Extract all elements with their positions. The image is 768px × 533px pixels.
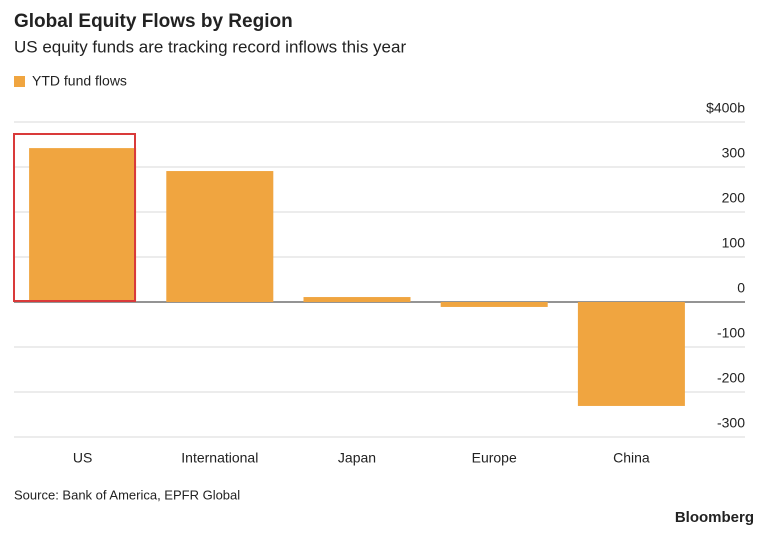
x-tick-label: Europe — [472, 450, 517, 466]
x-tick-label: Japan — [338, 450, 376, 466]
brand: Bloomberg — [675, 509, 754, 526]
x-tick-label: International — [181, 450, 258, 466]
bar — [577, 302, 685, 406]
x-tick-label: US — [73, 450, 92, 466]
y-tick-label: 300 — [722, 145, 746, 161]
chart-title: Global Equity Flows by Region — [14, 11, 293, 32]
bar — [440, 302, 548, 307]
bar — [166, 171, 274, 302]
highlight-box — [13, 133, 136, 302]
y-tick-label: 0 — [737, 280, 745, 296]
y-tick-label: -300 — [717, 415, 745, 431]
bar — [29, 148, 137, 302]
y-tick-label: -100 — [717, 325, 745, 341]
source: Source: Bank of America, EPFR Global — [14, 487, 240, 502]
legend-swatch — [14, 76, 25, 87]
y-tick-label: 200 — [722, 190, 746, 206]
y-tick-label: $400b — [706, 100, 745, 116]
x-tick-label: China — [613, 450, 650, 466]
chart-subtitle: US equity funds are tracking record infl… — [14, 37, 406, 56]
bar — [303, 297, 411, 302]
legend-label: YTD fund flows — [32, 73, 127, 89]
y-tick-label: 100 — [722, 235, 746, 251]
y-tick-label: -200 — [717, 370, 745, 386]
